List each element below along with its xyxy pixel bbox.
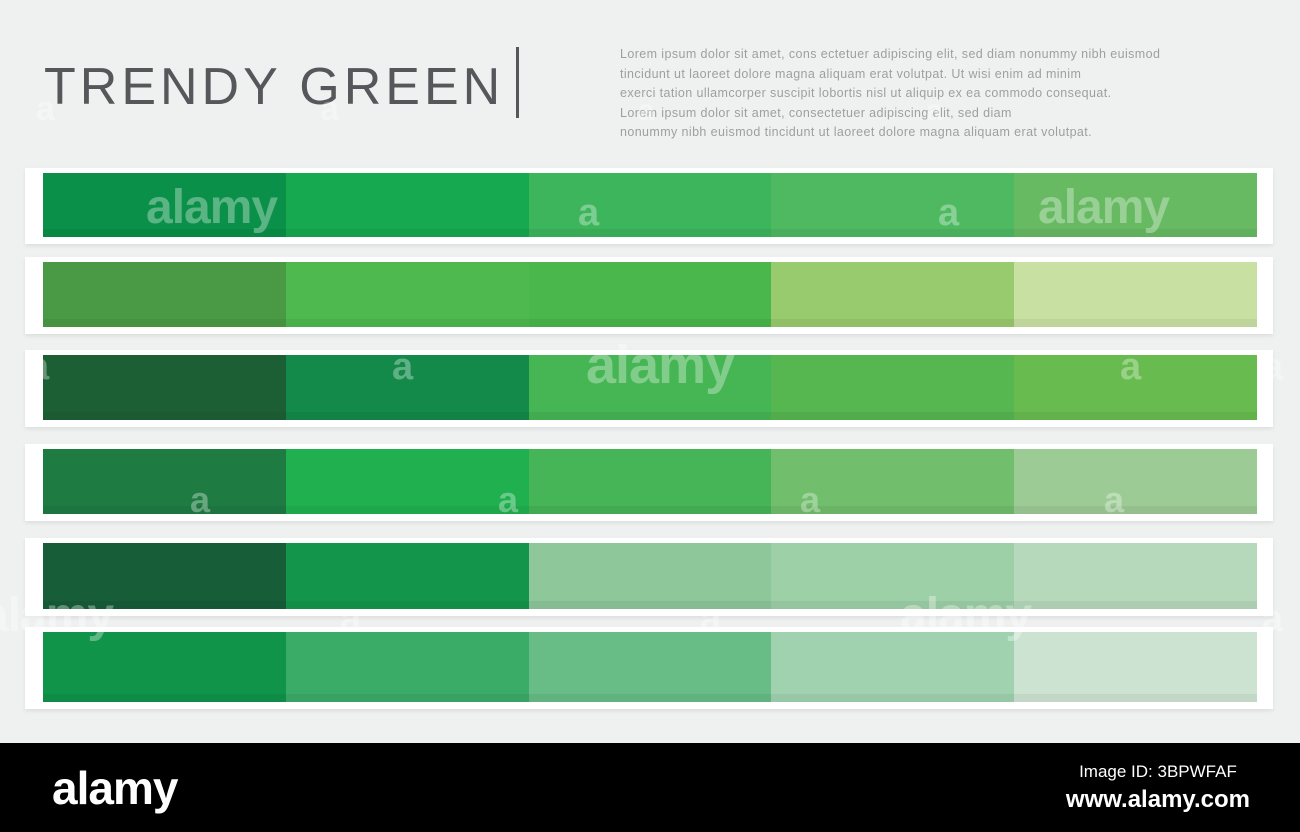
palette-bar xyxy=(43,355,1257,420)
color-swatch xyxy=(285,632,529,702)
color-swatch xyxy=(43,449,286,514)
palette-row-card xyxy=(25,538,1273,616)
color-swatch xyxy=(1014,449,1257,514)
color-swatch xyxy=(1014,355,1257,420)
color-swatch xyxy=(43,543,286,609)
palette-row-card xyxy=(25,444,1273,521)
palette-row-card xyxy=(25,168,1273,244)
color-swatch xyxy=(43,632,286,702)
color-swatch xyxy=(1014,262,1257,327)
color-swatch xyxy=(528,355,772,420)
color-swatch xyxy=(528,262,772,327)
color-swatch xyxy=(771,449,1015,514)
palette-row-card xyxy=(25,257,1273,334)
color-swatch xyxy=(528,173,772,237)
alamy-url: www.alamy.com xyxy=(1065,786,1250,813)
color-swatch xyxy=(771,355,1015,420)
color-swatch xyxy=(285,173,529,237)
color-swatch xyxy=(771,173,1015,237)
color-swatch xyxy=(285,449,529,514)
palette-bar xyxy=(43,449,1257,514)
color-swatch xyxy=(771,543,1015,609)
color-swatch xyxy=(285,355,529,420)
color-swatch xyxy=(528,543,772,609)
palette-row-card xyxy=(25,627,1273,709)
page-title: TRENDY GREEN xyxy=(44,58,505,116)
alamy-logo: alamy xyxy=(52,762,178,814)
footer-info: Image ID: 3BPWFAF www.alamy.com xyxy=(1066,759,1250,815)
palette-bar xyxy=(43,632,1257,702)
title-divider xyxy=(516,47,519,118)
color-swatch xyxy=(43,262,286,327)
color-swatch xyxy=(1014,543,1257,609)
image-id-label: Image ID: 3BPWFAF xyxy=(1079,762,1237,781)
color-swatch xyxy=(43,355,286,420)
palette-bar xyxy=(43,543,1257,609)
palette-bar xyxy=(43,262,1257,327)
alamy-footer-bar: alamy Image ID: 3BPWFAF www.alamy.com xyxy=(0,743,1300,832)
color-swatch xyxy=(771,632,1015,702)
palette-row-card xyxy=(25,350,1273,427)
color-swatch xyxy=(285,543,529,609)
color-swatch xyxy=(528,449,772,514)
color-swatch xyxy=(771,262,1015,327)
color-swatch xyxy=(43,173,286,237)
color-swatch xyxy=(1014,173,1257,237)
palette-bar xyxy=(43,173,1257,237)
color-swatch xyxy=(285,262,529,327)
color-swatch xyxy=(528,632,772,702)
description-text: Lorem ipsum dolor sit amet, cons ectetue… xyxy=(620,47,1161,139)
color-swatch xyxy=(1014,632,1257,702)
